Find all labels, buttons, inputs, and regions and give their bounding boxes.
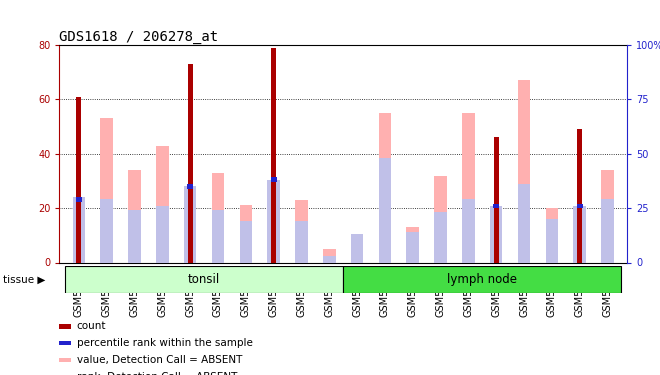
Bar (184, 186, 197, 262)
Bar (100, 118, 113, 262)
Bar (601, 170, 614, 262)
Text: tonsil: tonsil (188, 273, 220, 286)
Bar (379, 158, 391, 262)
Bar (156, 146, 168, 262)
Bar (128, 170, 141, 262)
Bar (65, 266, 343, 292)
Bar (73, 197, 85, 262)
Bar (240, 221, 252, 262)
Bar (407, 227, 419, 262)
Bar (574, 206, 586, 262)
Bar (295, 200, 308, 262)
Bar (546, 208, 558, 262)
Bar (578, 129, 582, 262)
Bar (434, 213, 447, 262)
Text: tissue ▶: tissue ▶ (3, 274, 46, 284)
Text: GDS1618 / 206278_at: GDS1618 / 206278_at (59, 30, 218, 44)
Bar (546, 219, 558, 262)
Text: percentile rank within the sample: percentile rank within the sample (77, 338, 252, 348)
Bar (295, 221, 308, 262)
Text: count: count (77, 321, 106, 331)
Bar (77, 97, 81, 262)
Bar (323, 256, 335, 262)
Bar (100, 200, 113, 262)
Bar (240, 206, 252, 262)
Bar (518, 80, 531, 262)
Bar (271, 48, 276, 262)
Bar (271, 177, 277, 182)
Bar (462, 200, 475, 262)
Bar (187, 64, 193, 262)
Bar (187, 184, 193, 189)
Bar (379, 113, 391, 262)
Bar (212, 173, 224, 262)
Bar (494, 138, 499, 262)
Bar (156, 206, 168, 262)
Bar (407, 232, 419, 262)
Bar (343, 266, 622, 292)
Bar (518, 184, 531, 262)
Bar (601, 200, 614, 262)
Text: rank, Detection Call = ABSENT: rank, Detection Call = ABSENT (77, 372, 237, 375)
Bar (493, 204, 500, 209)
Text: value, Detection Call = ABSENT: value, Detection Call = ABSENT (77, 355, 242, 365)
Bar (462, 113, 475, 262)
Bar (351, 236, 364, 262)
Bar (128, 210, 141, 262)
Bar (267, 180, 280, 262)
Bar (212, 210, 224, 262)
Bar (76, 197, 82, 202)
Bar (323, 249, 335, 262)
Bar (577, 204, 583, 209)
Bar (351, 234, 364, 262)
Bar (434, 176, 447, 262)
Text: lymph node: lymph node (447, 273, 517, 286)
Bar (490, 206, 502, 262)
